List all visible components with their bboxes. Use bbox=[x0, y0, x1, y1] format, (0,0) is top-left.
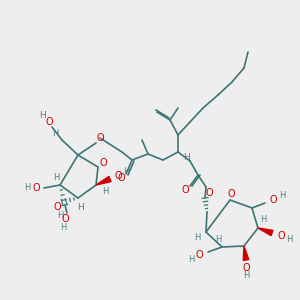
Text: H: H bbox=[188, 254, 194, 263]
Polygon shape bbox=[243, 246, 249, 260]
Text: H: H bbox=[215, 235, 221, 244]
Text: O: O bbox=[195, 250, 203, 260]
Text: H: H bbox=[194, 232, 200, 242]
Text: H: H bbox=[78, 203, 84, 212]
Polygon shape bbox=[96, 176, 111, 185]
Text: O: O bbox=[96, 133, 104, 143]
Text: H: H bbox=[102, 188, 108, 196]
Text: H: H bbox=[286, 236, 292, 244]
Text: O: O bbox=[181, 185, 189, 195]
Text: H: H bbox=[260, 215, 266, 224]
Text: O: O bbox=[227, 189, 235, 199]
Text: H: H bbox=[123, 167, 129, 176]
Text: O: O bbox=[45, 117, 53, 127]
Text: O: O bbox=[277, 231, 285, 241]
Text: H: H bbox=[279, 191, 285, 200]
Text: H: H bbox=[60, 223, 66, 232]
Text: H: H bbox=[57, 212, 63, 220]
Text: O: O bbox=[205, 188, 213, 198]
Text: O: O bbox=[242, 263, 250, 273]
Text: O: O bbox=[117, 173, 125, 183]
Text: H: H bbox=[24, 182, 30, 191]
Polygon shape bbox=[258, 228, 273, 236]
Text: O: O bbox=[99, 158, 107, 168]
Text: O: O bbox=[61, 214, 69, 224]
Text: O: O bbox=[32, 183, 40, 193]
Text: H: H bbox=[243, 272, 249, 280]
Text: O: O bbox=[269, 195, 277, 205]
Text: H: H bbox=[40, 112, 46, 121]
Text: O: O bbox=[53, 202, 61, 212]
Text: H: H bbox=[183, 152, 189, 161]
Text: H: H bbox=[52, 128, 58, 137]
Text: H: H bbox=[53, 172, 59, 182]
Text: O: O bbox=[114, 171, 122, 181]
